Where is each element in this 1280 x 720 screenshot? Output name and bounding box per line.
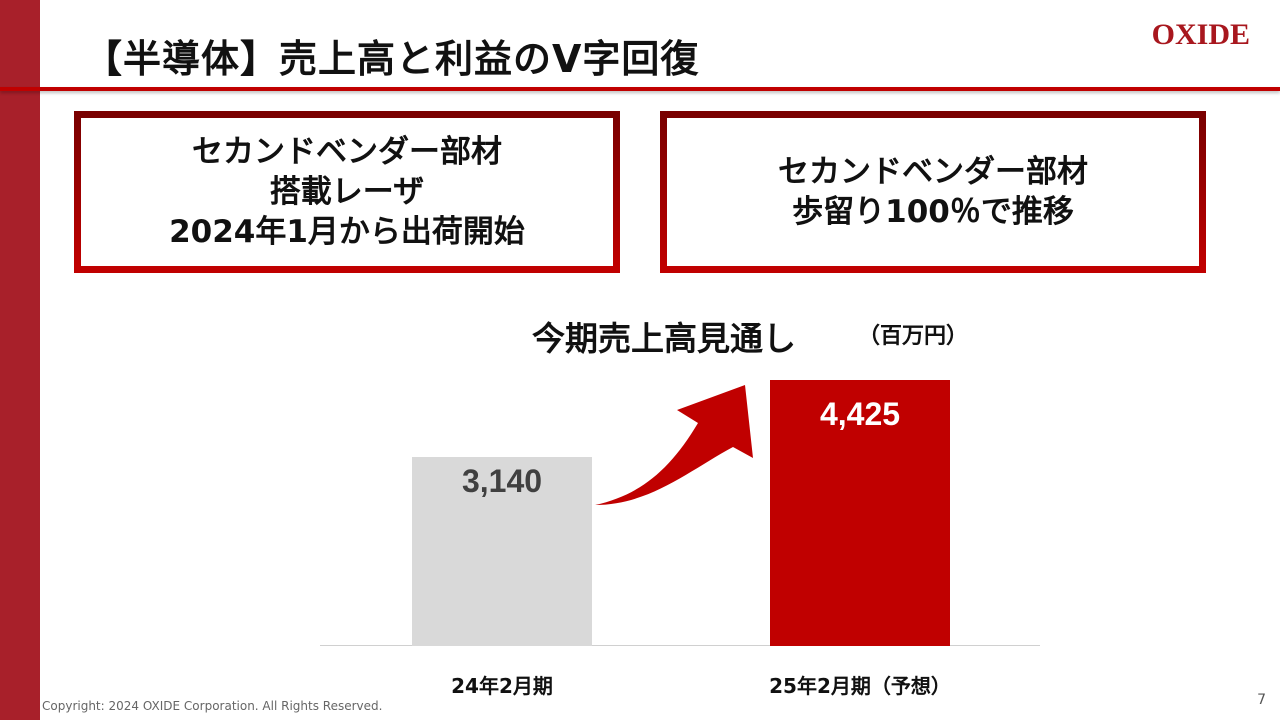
callout-line: セカンドベンダー部材 <box>778 153 1088 190</box>
header-divider <box>0 87 1280 91</box>
chart-title: 今期売上高見通し <box>532 319 796 358</box>
slide-title: 【半導体】売上高と利益のV字回復 <box>84 37 700 81</box>
copyright-footer: Copyright: 2024 OXIDE Corporation. All R… <box>42 699 383 713</box>
bar-fy25-forecast: 4,425 <box>770 380 950 646</box>
page-number: 7 <box>1257 692 1266 708</box>
left-sidebar-band <box>0 0 40 720</box>
callout-line: 2024年1月から出荷開始 <box>169 214 525 251</box>
callout-box-yield: セカンドベンダー部材 歩留り100％で推移 <box>660 111 1206 273</box>
callout-line: セカンドベンダー部材 <box>192 133 502 170</box>
bar-value-label: 3,140 <box>461 463 543 500</box>
chart-unit: （百万円） <box>858 324 969 349</box>
callout-box-shipment: セカンドベンダー部材 搭載レーザ 2024年1月から出荷開始 <box>74 111 620 273</box>
chart-baseline <box>320 645 1040 646</box>
bar-value-label: 4,425 <box>819 396 901 432</box>
bar-fy24: 3,140 <box>412 457 592 646</box>
category-label: 25年2月期（予想） <box>769 674 951 698</box>
callout-line: 搭載レーザ <box>269 173 425 210</box>
oxide-logo: OXIDE <box>1151 18 1250 51</box>
category-label: 24年2月期 <box>451 674 553 698</box>
callout-line: 歩留り100％で推移 <box>792 194 1074 230</box>
